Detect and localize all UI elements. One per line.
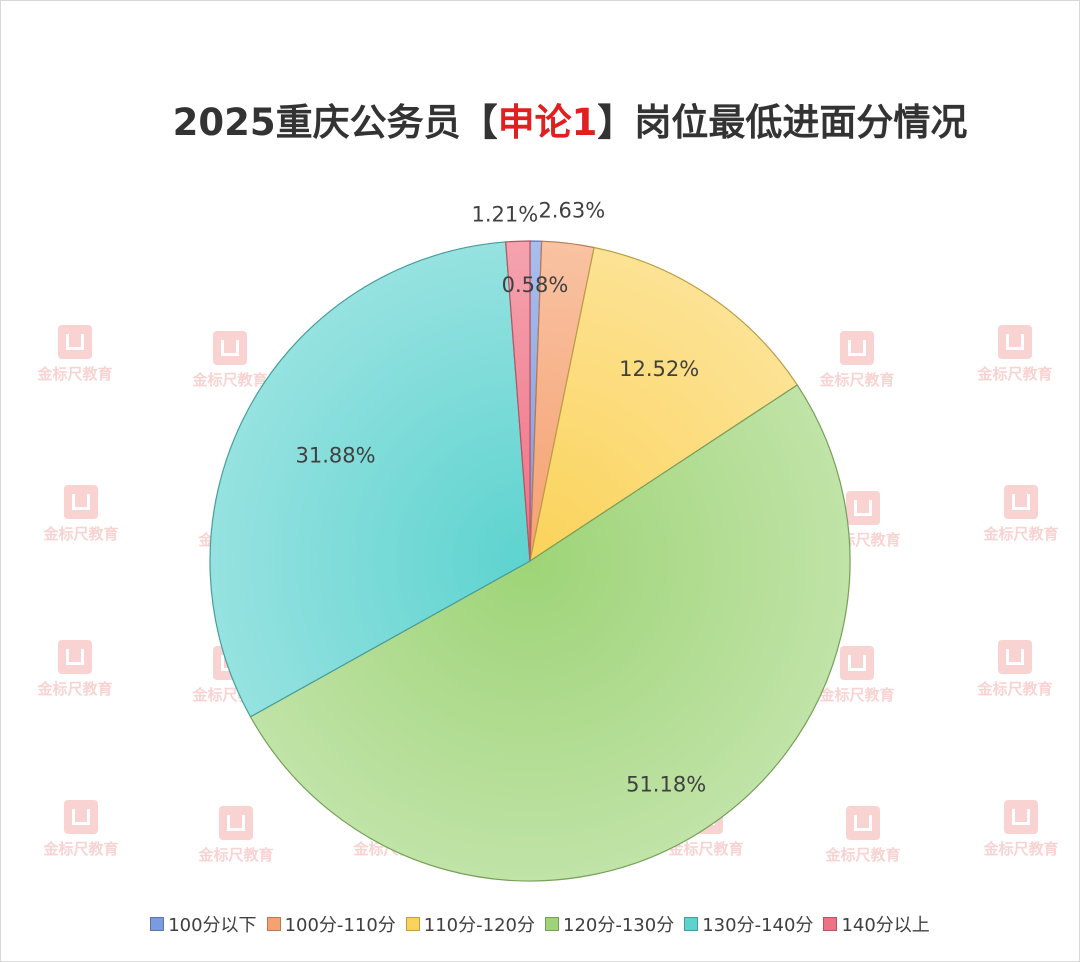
legend-label: 100分以下 (168, 915, 257, 936)
legend-item-4: 120分-130分 (545, 911, 674, 937)
pie-label-4: 51.18% (626, 772, 706, 796)
chart-legend: 100分以下 100分-110分 110分-120分 120分-130分 130分-14… (0, 911, 1080, 937)
title-part-prefix: 2025重庆公务员【 (172, 101, 498, 144)
legend-item-6: 140分以上 (823, 911, 930, 937)
pie-label-2: 2.63% (538, 198, 605, 222)
legend-label: 110分-120分 (423, 915, 535, 936)
legend-item-2: 100分-110分 (266, 911, 396, 937)
legend-item-1: 100分以下 (150, 911, 257, 937)
title-part-highlight: 申论1 (497, 101, 598, 144)
legend-swatch (405, 917, 420, 931)
legend-swatch (545, 917, 559, 931)
legend-swatch (684, 917, 699, 931)
legend-swatch (150, 917, 165, 931)
legend-label: 120分-130分 (563, 915, 675, 936)
pie-label-6: 1.21% (472, 203, 539, 227)
legend-label: 130分-140分 (702, 915, 814, 936)
chart-title: 2025重庆公务员【申论1】岗位最低进面分情况 (0, 92, 1080, 146)
title-part-suffix: 】岗位最低进面分情况 (597, 101, 968, 144)
pie-label-1: 0.58% (502, 273, 569, 297)
pie-slice-3 (529, 246, 799, 563)
legend-label: 100分-110分 (284, 915, 396, 936)
legend-label: 140分以上 (841, 915, 930, 936)
legend-swatch (823, 917, 838, 931)
pie-slices (209, 240, 851, 882)
pie-labels: 0.58% 2.63% 12.52% 51.18% 31.88% 1.21% (295, 198, 706, 796)
pie-slice-5 (209, 241, 531, 718)
pie-slice-6 (505, 240, 531, 562)
legend-item-3: 110分-120分 (405, 911, 535, 937)
legend-item-5: 130分-140分 (684, 911, 813, 937)
legend-swatch (266, 917, 281, 931)
pie-label-3: 12.52% (619, 357, 699, 381)
pie-slice-4 (249, 384, 851, 882)
pie-label-5: 31.88% (295, 443, 375, 467)
